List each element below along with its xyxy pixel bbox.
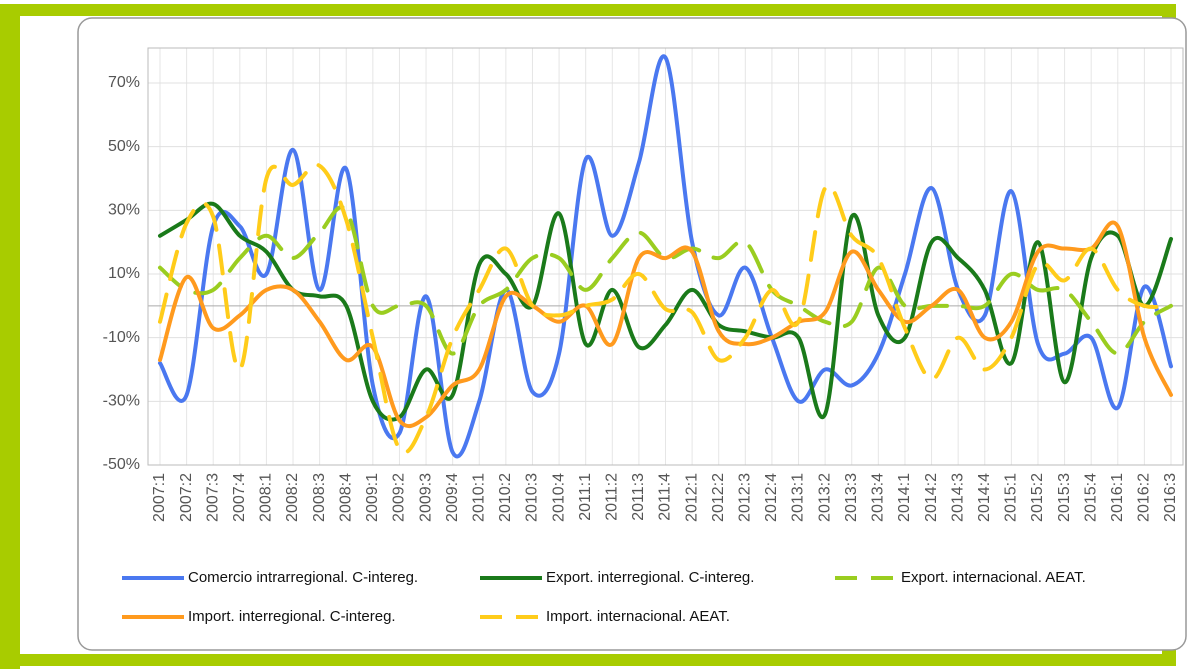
- x-tick-label: 2011:4: [657, 473, 674, 521]
- x-tick-label: 2008:1: [258, 473, 275, 522]
- x-tick-label: 2013:3: [843, 473, 860, 522]
- x-tick-label: 2008:3: [311, 473, 328, 522]
- x-tick-label: 2015:3: [1056, 473, 1073, 522]
- x-tick-label: 2010:3: [524, 473, 541, 522]
- y-tick-label: 50%: [108, 138, 140, 155]
- x-tick-label: 2016:2: [1136, 473, 1153, 522]
- x-tick-label: 2008:4: [337, 473, 354, 522]
- x-tick-label: 2014:4: [976, 473, 993, 522]
- x-tick-label: 2012:3: [737, 473, 754, 522]
- x-tick-label: 2007:2: [178, 473, 195, 522]
- y-tick-label: -30%: [103, 393, 140, 410]
- x-tick-label: 2012:4: [763, 473, 780, 522]
- x-tick-label: 2011:3: [630, 473, 647, 521]
- x-tick-label: 2011:1: [577, 473, 594, 521]
- series-line: [158, 205, 1173, 356]
- x-tick-label: 2009:1: [364, 473, 381, 522]
- x-tick-label: 2012:1: [683, 473, 700, 522]
- x-tick-label: 2015:4: [1082, 473, 1099, 522]
- x-tick-label: 2013:4: [870, 473, 887, 522]
- series-line: [158, 201, 1173, 422]
- x-tick-label: 2014:1: [896, 473, 913, 522]
- x-tick-label: 2010:2: [497, 473, 514, 522]
- y-tick-label: 70%: [108, 74, 140, 91]
- x-tick-label: 2010:4: [550, 473, 567, 522]
- frame: [0, 4, 1176, 16]
- legend-label: Export. interregional. C-intereg.: [546, 569, 754, 586]
- x-tick-label: 2013:2: [816, 473, 833, 522]
- frame: [0, 654, 1176, 666]
- legend-label: Import. internacional. AEAT.: [546, 608, 730, 625]
- frame: [0, 4, 20, 669]
- x-tick-label: 2009:4: [444, 473, 461, 522]
- series-line: [158, 162, 1173, 455]
- x-tick-label: 2012:2: [710, 473, 727, 522]
- x-tick-label: 2013:1: [790, 473, 807, 522]
- x-tick-label: 2007:4: [231, 473, 248, 522]
- legend-label: Export. internacional. AEAT.: [901, 569, 1086, 586]
- y-tick-label: -10%: [103, 329, 140, 346]
- series-line: [158, 54, 1173, 459]
- x-tick-label: 2015:2: [1029, 473, 1046, 522]
- x-tick-label: 2014:2: [923, 473, 940, 522]
- x-tick-label: 2015:1: [1003, 473, 1020, 522]
- x-tick-label: 2008:2: [284, 473, 301, 522]
- legend-label: Comercio intrarregional. C-intereg.: [188, 569, 418, 586]
- x-tick-label: 2007:1: [151, 473, 168, 522]
- x-tick-label: 2016:1: [1109, 473, 1126, 522]
- x-tick-label: 2009:2: [391, 473, 408, 522]
- y-tick-label: 30%: [108, 202, 140, 219]
- x-tick-label: 2007:3: [204, 473, 221, 522]
- y-tick-label: 10%: [108, 265, 140, 282]
- x-tick-label: 2016:3: [1162, 473, 1179, 522]
- plot-border: [147, 47, 1184, 466]
- x-tick-label: 2011:2: [604, 473, 621, 521]
- series-line: [158, 220, 1173, 429]
- x-tick-label: 2009:3: [417, 473, 434, 522]
- y-tick-label: -50%: [103, 456, 140, 473]
- x-tick-label: 2010:1: [470, 473, 487, 522]
- legend-label: Import. interregional. C-intereg.: [188, 608, 396, 625]
- x-tick-label: 2014:3: [949, 473, 966, 522]
